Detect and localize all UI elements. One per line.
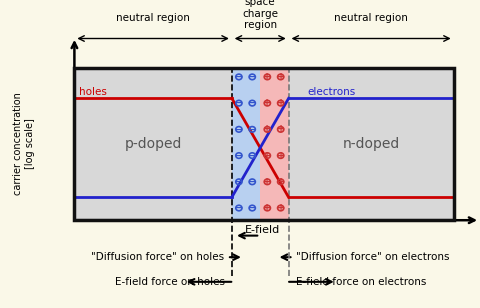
Text: E-field force on holes: E-field force on holes <box>115 277 225 287</box>
Bar <box>288 68 454 220</box>
Text: −: − <box>235 151 243 160</box>
Text: −: − <box>248 124 256 134</box>
Text: p-doped: p-doped <box>124 137 182 151</box>
Text: −: − <box>248 72 256 82</box>
Text: "Diffusion force" on holes: "Diffusion force" on holes <box>92 252 225 262</box>
Text: −: − <box>235 203 243 213</box>
Text: +: + <box>263 177 271 187</box>
Text: holes: holes <box>79 87 107 96</box>
Text: +: + <box>276 151 285 160</box>
Text: −: − <box>235 124 243 134</box>
Text: −: − <box>248 203 256 213</box>
Text: +: + <box>263 203 271 213</box>
Text: −: − <box>235 98 243 108</box>
Text: +: + <box>263 98 271 108</box>
Text: E-field: E-field <box>245 225 280 235</box>
Text: electrons: electrons <box>308 87 356 97</box>
Text: carrier concentration
[log scale]: carrier concentration [log scale] <box>13 92 35 196</box>
Text: neutral region: neutral region <box>334 14 408 23</box>
Text: +: + <box>263 151 271 160</box>
Text: n-doped: n-doped <box>343 137 400 151</box>
Bar <box>74 68 454 220</box>
Text: +: + <box>276 203 285 213</box>
Bar <box>232 68 288 220</box>
Text: E-field force on electrons: E-field force on electrons <box>296 277 426 287</box>
Text: space
charge
region: space charge region <box>242 0 278 30</box>
Text: −: − <box>248 98 256 108</box>
Text: +: + <box>276 72 285 82</box>
Text: −: − <box>235 72 243 82</box>
Text: +: + <box>276 98 285 108</box>
Text: −: − <box>248 151 256 160</box>
Text: "Diffusion force" on electrons: "Diffusion force" on electrons <box>296 252 449 262</box>
Bar <box>260 68 288 220</box>
Text: +: + <box>276 177 285 187</box>
Bar <box>74 68 232 220</box>
Text: +: + <box>263 124 271 134</box>
Text: −: − <box>248 177 256 187</box>
Text: +: + <box>276 124 285 134</box>
Text: −: − <box>235 177 243 187</box>
Text: neutral region: neutral region <box>116 14 190 23</box>
Text: +: + <box>263 72 271 82</box>
